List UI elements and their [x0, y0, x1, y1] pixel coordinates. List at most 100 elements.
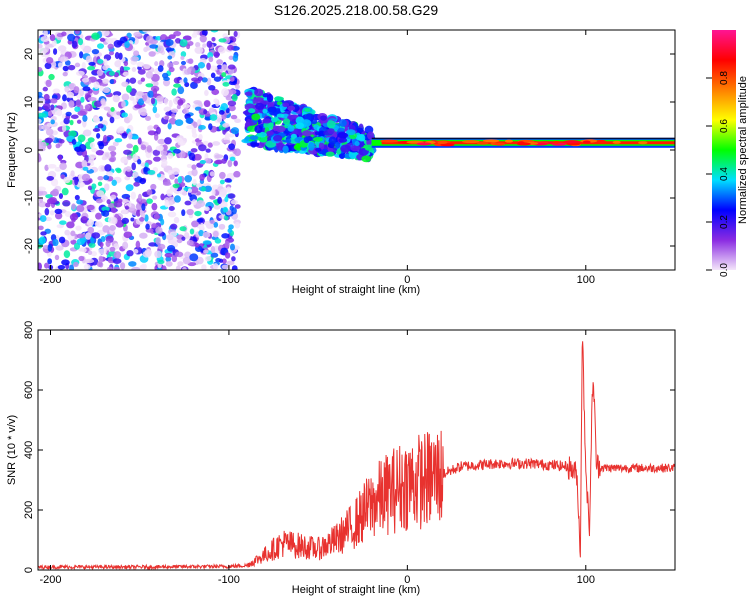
spectrogram-cell	[152, 105, 158, 114]
spectrogram-cell	[348, 151, 359, 159]
spectrogram-cell	[180, 51, 187, 58]
spectrogram-cell	[85, 232, 92, 240]
spectrogram-cell	[66, 221, 75, 229]
spectrogram-cell	[50, 178, 59, 187]
spectrogram-cell	[69, 213, 79, 221]
spectrogram-cell	[63, 250, 71, 259]
spectrogram-cell	[43, 93, 50, 101]
spectrogram-cell	[38, 118, 42, 124]
spectrogram-cell	[295, 122, 305, 129]
spectrogram-cell	[122, 71, 130, 77]
spectrogram-y-axis-label: Frequency (Hz)	[6, 112, 18, 188]
spectrogram-cell	[164, 137, 172, 145]
spectrogram-cell	[338, 153, 346, 159]
spectrogram-cell	[224, 240, 230, 249]
spectrogram-cell	[59, 220, 67, 225]
spectrogram-cell	[211, 37, 216, 42]
spectrogram-cell	[230, 127, 240, 135]
spectrogram-cell	[143, 166, 148, 173]
spectrogram-cell	[325, 151, 335, 157]
spectrogram-cell	[224, 252, 231, 259]
spectrogram-cell	[93, 81, 100, 90]
spectrogram-cell	[196, 200, 206, 208]
spectrogram-cell	[214, 238, 222, 244]
spectrogram-cell	[563, 140, 581, 144]
spectrogram-cell	[187, 188, 193, 193]
spectrogram-cell	[64, 85, 70, 93]
spectrogram-cell	[320, 115, 327, 121]
spectrogram-cell	[144, 214, 149, 222]
spectrogram-cell	[148, 51, 156, 57]
y-tick-label: 200	[23, 501, 35, 519]
spectrogram-cell	[87, 96, 97, 102]
spectrogram-cell	[233, 170, 241, 178]
spectrogram-cell	[228, 133, 235, 138]
spectrogram-cell	[78, 255, 85, 262]
spectrogram-cell	[54, 212, 63, 220]
spectrogram-cell	[230, 199, 239, 205]
spectrogram-cell	[203, 221, 212, 226]
spectrogram-cell	[171, 113, 176, 119]
spectrogram-cell	[301, 130, 312, 137]
y-tick-label: 800	[23, 321, 35, 339]
colorbar-tick-label: 0.0	[719, 263, 730, 277]
spectrogram-cell	[89, 142, 95, 149]
spectrogram-cell	[282, 145, 289, 154]
spectrogram-cell	[336, 149, 342, 155]
spectrogram-cell	[55, 245, 64, 251]
spectrogram-cell	[233, 30, 238, 38]
spectrogram-cell	[174, 178, 179, 185]
spectrogram-cell	[304, 107, 311, 112]
spectrogram-cell	[197, 62, 206, 69]
spectrogram-cell	[173, 77, 181, 84]
spectrogram-cell	[177, 140, 186, 146]
spectrogram-cell	[287, 105, 296, 111]
spectrogram-cell	[354, 141, 360, 147]
spectrogram-cell	[226, 260, 235, 266]
spectrogram-cell	[82, 86, 91, 92]
spectrogram-cell	[44, 207, 50, 216]
spectrogram-cell	[199, 159, 206, 165]
spectrogram-cell	[152, 195, 158, 200]
snr-x-axis-label: Height of straight line (km)	[292, 584, 420, 596]
spectrogram-cell	[187, 262, 197, 267]
spectrogram-cell	[111, 179, 117, 186]
spectrogram-cell	[114, 138, 123, 143]
spectrogram-cell	[229, 243, 236, 251]
spectrogram-cell	[130, 217, 135, 222]
spectrogram-cell	[88, 61, 96, 66]
spectrogram-cell	[222, 122, 230, 128]
spectrogram-cell	[109, 246, 116, 252]
spectrogram-cell	[43, 30, 48, 37]
spectrogram-cell	[117, 198, 123, 203]
spectrogram-cell	[221, 72, 227, 78]
spectrogram-cell	[172, 183, 180, 189]
spectrogram-cell	[211, 188, 216, 197]
spectrogram-cell	[40, 35, 50, 43]
spectrogram-cell	[92, 116, 101, 123]
spectrogram-cell	[285, 138, 292, 144]
spectrogram-cell	[102, 64, 109, 71]
spectrogram-cell	[228, 143, 236, 150]
colorbar: 0.0 0.2 0.4 0.6 0.8 Normalized spectral ampl…	[706, 30, 749, 277]
spectrogram-cell	[367, 131, 375, 140]
spectrogram-cell	[137, 80, 143, 85]
spectrogram-cell	[140, 77, 146, 82]
spectrogram-cell	[91, 147, 98, 153]
spectrogram-cell	[147, 90, 155, 98]
spectrogram-cell	[97, 181, 103, 187]
spectrogram-cell	[137, 68, 146, 75]
spectrogram-cell	[64, 229, 71, 236]
spectrogram-cell	[70, 114, 79, 119]
spectrogram-cell	[98, 142, 105, 150]
spectrogram-cell	[276, 113, 285, 118]
spectrogram-cell	[516, 142, 531, 146]
spectrogram-cell	[202, 231, 211, 238]
spectrogram-cell	[262, 118, 272, 124]
spectrogram-cell	[204, 89, 209, 97]
spectrogram-cell	[54, 254, 60, 261]
spectrogram-cell	[194, 46, 204, 54]
spectrogram-cell	[77, 110, 87, 116]
spectrogram-cell	[356, 127, 364, 133]
spectrogram-cell	[214, 160, 223, 165]
